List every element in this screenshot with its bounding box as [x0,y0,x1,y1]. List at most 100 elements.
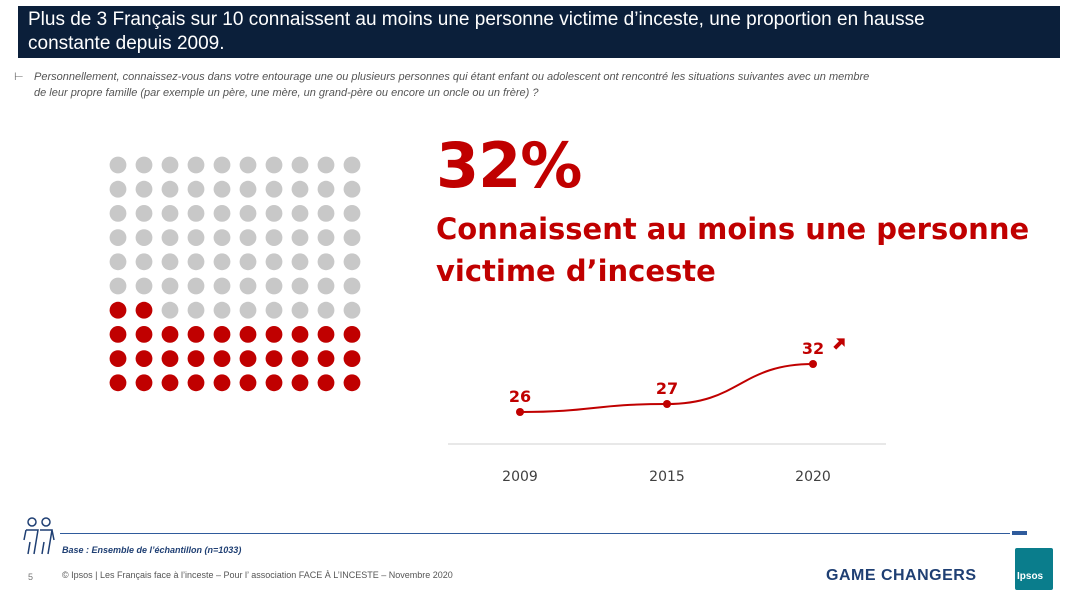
data-label-2009: 26 [509,387,531,406]
data-point-2009 [516,408,524,416]
x-tick-label-2020: 2020 [795,469,831,485]
page-number: 5 [28,572,34,582]
waffle-dot [135,229,153,247]
waffle-dot [291,156,309,174]
data-label-2020: 32 [802,339,824,358]
waffle-dot-highlighted [135,301,153,319]
waffle-dot-highlighted [109,301,127,319]
footer-divider [60,533,1010,534]
waffle-dot [343,277,361,295]
waffle-dot [291,205,309,222]
waffle-dot [317,156,335,174]
waffle-dot [343,253,361,271]
waffle-dot-highlighted [317,350,335,367]
waffle-dot-highlighted [317,374,335,392]
ipsos-logo [1015,548,1053,590]
waffle-dot [109,205,127,222]
question-line-2: de leur propre famille (par exemple un p… [34,87,539,99]
waffle-dot [317,301,335,319]
question-line-1: Personnellement, connaissez-vous dans vo… [34,71,870,83]
waffle-dot-highlighted [187,350,205,367]
trend-line-chart: 26 2009 27 2015 32 2020 [448,338,886,485]
waffle-dot [135,180,153,198]
title-line-2: constante depuis 2009. [28,33,225,54]
waffle-dot [265,277,283,295]
base-note: Base : Ensemble de l’échantillon (n=1033… [62,545,242,555]
waffle-dot-highlighted [213,374,231,392]
waffle-dot [161,253,179,271]
headline-subtitle: Connaissent au moins une personne victim… [436,208,1036,292]
waffle-dot [317,180,335,198]
waffle-dot [343,205,361,222]
waffle-dot-highlighted [109,326,127,343]
waffle-dot [213,229,231,247]
headline-sub-line-1: Connaissent au moins une personne [436,212,1030,246]
waffle-dot [135,277,153,295]
waffle-dot [161,229,179,247]
waffle-dot [239,180,257,198]
waffle-dot-highlighted [187,326,205,343]
trend-up-arrow-icon [833,338,845,350]
waffle-dot [135,253,153,271]
waffle-dot [161,301,179,319]
waffle-dot-highlighted [291,374,309,392]
waffle-dot [109,253,127,271]
waffle-dot [109,156,127,174]
x-tick-label-2015: 2015 [649,469,685,485]
waffle-dot [161,180,179,198]
data-point-2020 [809,360,817,368]
waffle-dot [265,156,283,174]
waffle-dot [135,156,153,174]
waffle-dot-highlighted [161,326,179,343]
waffle-dot [343,156,361,174]
waffle-dot-highlighted [317,326,335,343]
waffle-dot-highlighted [161,350,179,367]
waffle-dot-highlighted [109,374,127,392]
waffle-dot [317,253,335,271]
copyright-text: © Ipsos | Les Français face à l’inceste … [62,570,453,580]
waffle-dot-highlighted [291,326,309,343]
title-bar: Plus de 3 Français sur 10 connaissent au… [18,6,1060,58]
waffle-dot [161,277,179,295]
people-icon [23,517,55,555]
waffle-dot [187,205,205,222]
waffle-chart [109,156,361,392]
waffle-dot-highlighted [343,326,361,343]
waffle-dot-highlighted [239,326,257,343]
waffle-dot [265,229,283,247]
waffle-dot [213,156,231,174]
headline-percent: 32% [436,129,582,202]
waffle-dot-highlighted [265,374,283,392]
waffle-dot [343,229,361,247]
waffle-dot [213,180,231,198]
title-line-1: Plus de 3 Français sur 10 connaissent au… [28,9,925,30]
waffle-dot [239,277,257,295]
waffle-dot [239,156,257,174]
waffle-dot-highlighted [343,350,361,367]
waffle-dot-highlighted [109,350,127,367]
waffle-dot-highlighted [161,374,179,392]
waffle-dot-highlighted [187,374,205,392]
waffle-dot-highlighted [213,350,231,367]
data-label-2015: 27 [656,379,678,398]
waffle-dot [161,156,179,174]
waffle-dot [265,301,283,319]
waffle-dot-highlighted [265,326,283,343]
waffle-dot [213,205,231,222]
waffle-dot-highlighted [135,326,153,343]
waffle-dot [317,277,335,295]
waffle-dot-highlighted [213,326,231,343]
waffle-dot [239,301,257,319]
waffle-dot [135,205,153,222]
waffle-dot-highlighted [291,350,309,367]
waffle-dot [187,253,205,271]
waffle-dot [213,301,231,319]
waffle-dot-highlighted [135,350,153,367]
waffle-dot [291,301,309,319]
waffle-dot [213,253,231,271]
waffle-dot [291,229,309,247]
question-text: Personnellement, connaissez-vous dans vo… [34,69,994,101]
waffle-dot [317,229,335,247]
waffle-dot [291,277,309,295]
waffle-dot [109,180,127,198]
